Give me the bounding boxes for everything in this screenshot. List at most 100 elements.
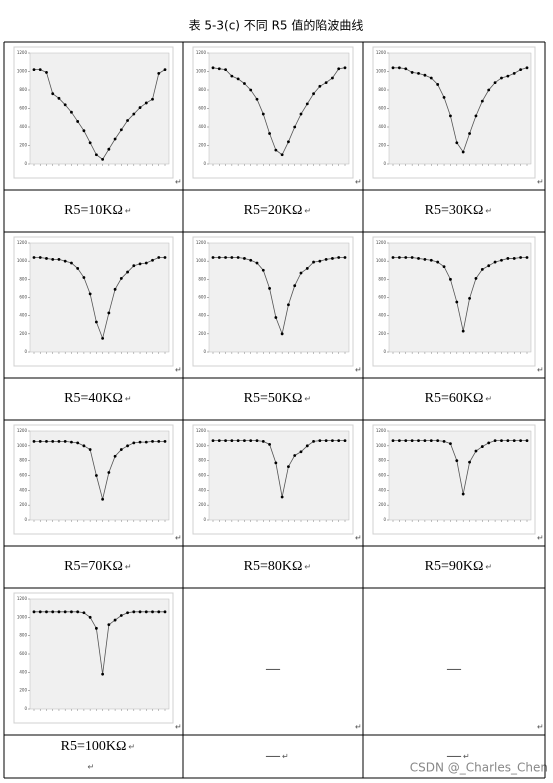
y-tick-label: 0 [24, 517, 27, 522]
point [255, 439, 259, 443]
y-tick-label: 1200 [17, 240, 28, 245]
y-tick-label: 1200 [376, 50, 387, 55]
y-tick-label: 200 [19, 502, 27, 507]
point [45, 610, 48, 614]
y-tick-label: 1000 [376, 443, 387, 448]
para-mark: ↵ [485, 395, 492, 404]
curve [34, 611, 165, 675]
point [337, 67, 341, 71]
point [57, 610, 61, 614]
y-tick-label: 400 [19, 124, 27, 129]
point [217, 67, 221, 71]
y-tick-label: 0 [24, 349, 27, 354]
point [113, 287, 117, 291]
point [32, 68, 36, 72]
curve [213, 440, 345, 498]
point [261, 439, 265, 443]
point [255, 261, 259, 265]
point [293, 125, 297, 129]
curve [213, 257, 345, 336]
point [82, 276, 86, 279]
point [224, 68, 227, 72]
point [468, 460, 471, 464]
point [305, 267, 309, 270]
point [324, 81, 328, 84]
point [391, 439, 395, 443]
y-tick-label: 600 [19, 473, 27, 478]
point [63, 259, 67, 263]
point [107, 471, 111, 474]
point [436, 439, 440, 443]
cell-label: R5=70KΩ [64, 559, 123, 574]
para-mark: ↵ [304, 207, 311, 216]
y-tick-label: 800 [198, 87, 206, 92]
point [500, 258, 503, 262]
point [343, 439, 347, 443]
point [397, 439, 401, 443]
point [500, 76, 503, 80]
point [312, 92, 315, 96]
point [429, 258, 433, 262]
point [113, 137, 117, 141]
y-tick-label: 0 [24, 161, 27, 166]
point [138, 440, 142, 444]
point [343, 256, 347, 259]
para-mark: ↵ [304, 563, 311, 572]
point [318, 259, 322, 263]
point [94, 320, 98, 324]
point [506, 74, 510, 78]
point [274, 461, 278, 465]
point [423, 439, 427, 443]
point [51, 439, 55, 443]
point [211, 66, 215, 70]
plot-area [29, 430, 170, 521]
point [82, 444, 86, 448]
point [132, 112, 136, 116]
point [312, 260, 315, 264]
para-mark: ↵ [175, 534, 182, 543]
point [243, 82, 246, 85]
point [423, 257, 427, 261]
point [493, 439, 497, 443]
point [249, 88, 253, 92]
point [217, 439, 221, 443]
point [410, 256, 414, 259]
point [487, 441, 491, 445]
point [404, 256, 408, 259]
point [268, 132, 271, 135]
point [331, 439, 334, 443]
point [88, 292, 92, 296]
point [157, 439, 161, 443]
y-tick-label: 1000 [17, 258, 28, 263]
watermark: CSDN @_Charles_Chen [410, 761, 548, 775]
point [119, 614, 123, 617]
point [63, 610, 67, 614]
point [236, 256, 240, 259]
y-tick-label: 400 [378, 124, 386, 129]
point [138, 610, 142, 614]
point [94, 626, 98, 630]
point [512, 439, 516, 443]
cell-label: R5=10KΩ [64, 203, 123, 218]
y-tick-label: 0 [203, 517, 206, 522]
para-mark: ↵ [175, 178, 182, 187]
cell-label: — [446, 749, 462, 764]
point [157, 71, 161, 75]
para-mark: ↵ [463, 752, 470, 761]
point [63, 103, 67, 107]
y-tick-label: 600 [378, 106, 386, 111]
point [410, 439, 414, 443]
para-mark: ↵ [125, 563, 132, 572]
curve [393, 440, 527, 495]
para-mark: ↵ [485, 563, 492, 572]
point [157, 610, 161, 614]
point [305, 444, 309, 448]
y-tick-label: 600 [19, 106, 27, 111]
point [474, 277, 478, 280]
point [76, 441, 80, 445]
cell-label: R5=90KΩ [425, 559, 484, 574]
y-tick-label: 200 [198, 143, 206, 148]
point [101, 672, 105, 676]
